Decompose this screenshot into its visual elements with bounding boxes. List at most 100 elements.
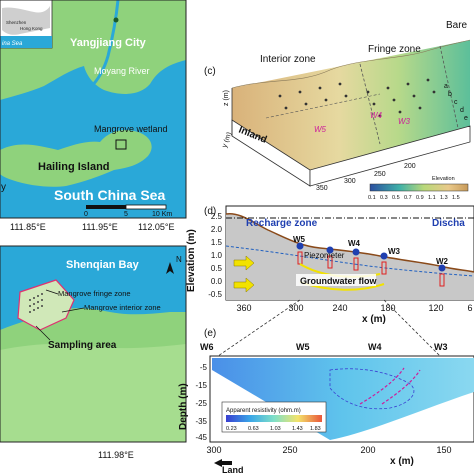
recharge-label: Recharge zone [246,218,318,229]
sampling-area-outline [17,279,75,331]
well-label: W4 [370,111,383,120]
bay-partial-label: y [1,182,6,193]
colorbar-tick: 1.43 [292,426,303,432]
wells [296,242,446,287]
city-label: Yangjiang City [70,37,147,49]
colorbar-tick: 1.3 [440,195,448,201]
wetland-box [115,139,127,150]
x-axis-label: x (m) [390,456,414,467]
colorbar-tick: 1.83 [310,426,321,432]
x-tick: 240 [332,303,347,313]
colorbar-tick: 0.9 [416,195,424,201]
scale-end: 10 Km [152,211,172,218]
point-label: b [448,91,452,98]
x-tick: 200 [360,445,375,455]
piezometer-label: Piezometer [304,251,345,260]
well-label: W4 [348,239,361,248]
y-axis-label: Elevation (m) [186,229,197,292]
well-label: W2 [436,257,449,266]
x-axis-label: x (m) [362,314,386,325]
panel-d: (d) Recharge zone Discha Piezometer Grou… [186,205,474,357]
inset-label: Shenzhen [6,20,27,25]
scale-start: 0 [84,211,88,218]
bay-label: Shenqian Bay [66,259,140,271]
well-label: W4 [368,342,382,352]
ground-fill [226,213,474,300]
colorbar-tick: 0.63 [248,426,259,432]
point-label: c [454,99,458,106]
colorbar-tick: 1.5 [452,195,460,201]
panel-tag: (c) [204,66,216,77]
colorbar-tick: 1.1 [428,195,436,201]
colorbar-tick: 0.5 [392,195,400,201]
lon-tick: 111.85°E [10,222,46,232]
x-tick: 180 [380,303,395,313]
x-tick: 300 [206,445,221,455]
arrow-left-icon [214,459,232,467]
well-label: W6 [200,342,214,352]
lon-tick: 112.05°E [138,222,174,232]
x-tick: 120 [428,303,443,313]
well-label: W5 [293,235,306,244]
well-label: W3 [434,342,448,352]
colorbar-tick: 0.7 [404,195,412,201]
island-label: Hailing Island [38,161,110,173]
fringe-zone-label: Fringe zone [368,44,421,55]
city-marker [113,17,119,23]
discharge-label: Discha [432,218,465,229]
north-label: N [176,255,182,264]
well-label: W3 [398,117,411,126]
y-tick: -35 [195,417,207,426]
x-tick: 350 [316,185,328,192]
y-tick: 1.5 [211,238,223,247]
x-tick: 300 [288,303,303,313]
well-label: W5 [296,342,310,352]
y-axis-label: y (m) [221,131,233,148]
flow-arrow-icon [233,255,255,271]
land-label: Land [222,465,244,474]
sampling-label: Sampling area [48,340,117,351]
point-label: a [444,83,448,90]
y-tick: 2.5 [211,212,223,221]
x-tick: 250 [374,171,386,178]
colorbar-tick: 1.03 [270,426,281,432]
flow-label: Groundwater flow [300,276,377,286]
north-arrow-icon [166,262,174,274]
colorbar-tick: 0.23 [226,426,237,432]
bare-label: Bare [446,20,468,31]
y-tick: 2.0 [211,225,223,234]
scale-mid: 5 [124,211,128,218]
x-tick: 6 [467,303,472,313]
interior-label: Mangrove interior zone [84,303,161,312]
y-tick: -5 [200,363,208,372]
flow-arrow-icon [233,277,255,293]
z-axis-label: z (m) [223,90,230,106]
colorbar-tick: 0.3 [380,195,388,201]
point-label: e [464,115,468,122]
y-tick: 1.0 [211,251,223,260]
well-label: W3 [388,247,401,256]
well-label: W5 [314,125,327,134]
point-label: d [460,107,464,114]
x-tick: 300 [344,178,356,185]
lon-tick: 111.95°E [82,222,118,232]
interior-zone-label: Interior zone [260,54,316,65]
colorbar-label: Elevation [432,176,455,182]
fringe-label: Mangrove fringe zone [58,289,131,298]
y-tick: -15 [195,381,207,390]
x-tick: 150 [436,445,451,455]
y-tick: -0.5 [208,290,222,299]
bottom-map: Shenqian Bay Mangrove fringe zone Mangro… [0,245,187,460]
inset-label: ina Sea [2,41,23,47]
colorbar-tick: 0.1 [368,195,376,201]
panel-c: (c) Interior zone Fringe zone Bare Inlan… [204,20,471,201]
lon-tick: 111.98°E [98,450,134,460]
y-axis-label: Depth (m) [178,383,189,430]
terrain-surface [232,40,470,170]
wetland-label: Mangrove wetland [94,124,168,134]
y-tick: -25 [195,399,207,408]
colorbar-title: Apparent resistivity (ohm.m) [226,408,301,414]
sea-label: South China Sea [54,187,165,203]
inset-label: Hong Kong [20,26,43,31]
resistivity-colorbar [226,415,322,422]
